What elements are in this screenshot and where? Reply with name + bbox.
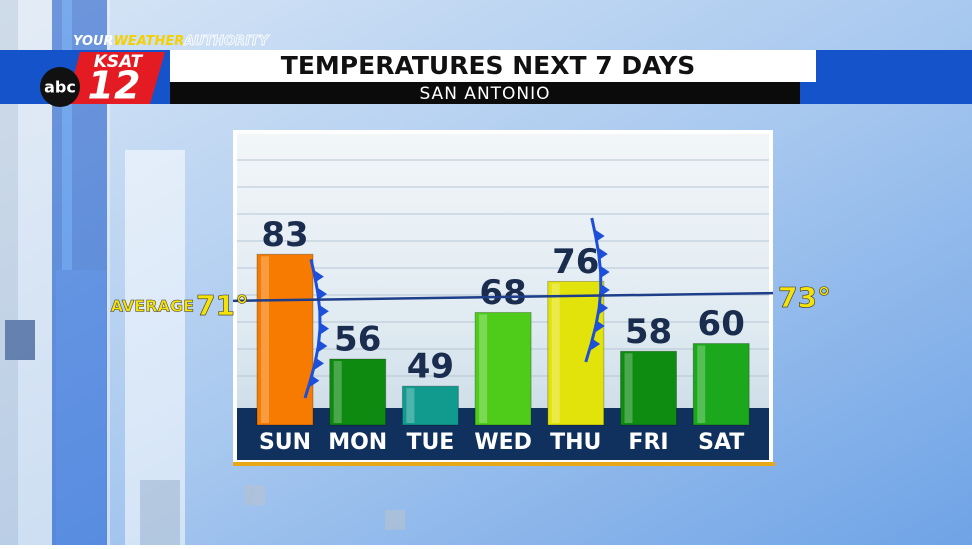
front-triangle	[314, 357, 324, 370]
title-band	[170, 50, 816, 82]
bar	[401, 385, 459, 426]
bar-shine	[697, 345, 706, 423]
bar-shine	[333, 361, 342, 423]
day-label: FRI	[628, 430, 668, 455]
value-label: 58	[625, 312, 672, 352]
front-triangle	[310, 374, 320, 387]
day-label: SAT	[698, 430, 744, 455]
average-line	[232, 291, 774, 303]
front-triangle	[591, 338, 601, 350]
front-triangle	[595, 230, 605, 242]
front-triangle	[599, 302, 609, 314]
day-label: THU	[550, 430, 601, 455]
bar	[620, 350, 677, 426]
network-name: abc	[44, 78, 76, 97]
day-label: MON	[328, 430, 387, 455]
front-triangle	[595, 320, 605, 332]
tagline: YOURWEATHERAUTHORITY	[73, 34, 270, 49]
network-logo	[40, 67, 80, 107]
average-start-label: 71°	[196, 289, 249, 322]
tagline-part: WEATHER	[114, 34, 185, 49]
front-triangle	[600, 266, 610, 278]
average-label: AVERAGE	[111, 297, 194, 316]
bar	[474, 311, 532, 426]
bar	[329, 358, 387, 426]
value-label: 76	[552, 242, 599, 282]
bar-shine	[551, 283, 560, 423]
day-label: WED	[474, 430, 532, 455]
bar-shine	[261, 256, 269, 423]
value-label: 49	[407, 347, 454, 387]
chart-subtitle: SAN ANTONIO	[419, 84, 550, 104]
day-label: SUN	[259, 430, 311, 455]
front-triangle	[598, 248, 608, 260]
marks: 83 SUN 56 MON 49 TUE 68 WED 76 THU 58 FRI 60 SAT 71° 73…	[196, 215, 832, 455]
logo-shape	[66, 52, 165, 104]
bar	[256, 253, 314, 426]
bar	[692, 343, 750, 426]
value-label: 60	[698, 304, 745, 344]
subtitle-band	[170, 82, 800, 104]
bar-shine	[624, 353, 633, 423]
bar-shine	[406, 388, 415, 423]
average-end-label: 73°	[778, 281, 831, 314]
gold-rule	[233, 462, 775, 466]
front-triangle	[318, 339, 328, 352]
chart-title: TEMPERATURES NEXT 7 DAYS	[281, 51, 695, 80]
bar-shine	[479, 314, 488, 423]
value-label: 68	[479, 273, 526, 313]
tagline-part: AUTHORITY	[183, 34, 270, 49]
bar	[547, 280, 605, 426]
day-label: TUE	[406, 430, 454, 455]
value-label: 56	[334, 320, 381, 360]
front-triangle	[317, 287, 327, 300]
front-triangle	[319, 305, 329, 318]
front-triangle	[314, 270, 324, 283]
value-label: 83	[261, 215, 308, 255]
tagline-part: YOUR	[73, 34, 114, 49]
front-triangle	[320, 322, 329, 335]
channel-number: 12	[88, 64, 141, 108]
front-triangle	[600, 284, 610, 296]
station-name: KSAT	[94, 52, 144, 72]
